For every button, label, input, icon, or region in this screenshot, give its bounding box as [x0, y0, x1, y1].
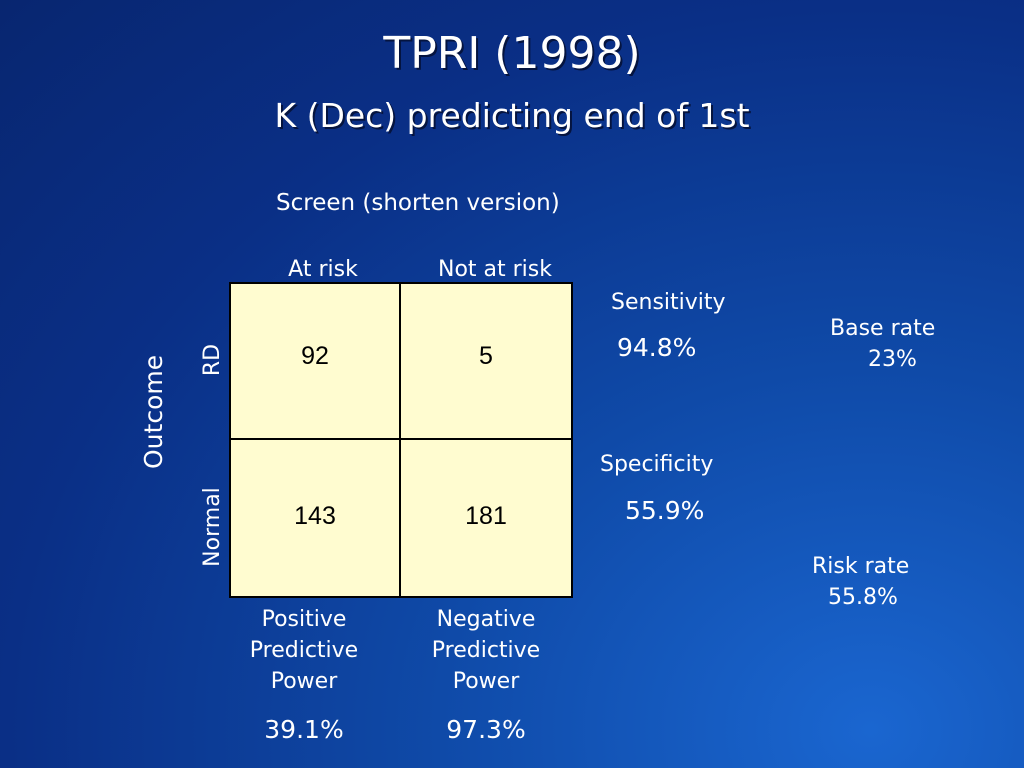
- specificity-value: 55.9%: [625, 496, 705, 525]
- cell-normal-at-risk: 143: [231, 440, 401, 596]
- ppp-value: 39.1%: [264, 715, 344, 744]
- ppp-label: Positive Predictive Power: [234, 604, 374, 697]
- npp-label-line-2: Predictive: [431, 638, 541, 663]
- npp-label-line-1: Negative: [436, 607, 536, 632]
- cell-rd-not-at-risk: 5: [401, 284, 571, 440]
- column-header-not-at-risk: Not at risk: [438, 257, 552, 282]
- ppp-label-line-2: Predictive: [249, 638, 359, 663]
- risk-rate-label: Risk rate: [812, 554, 910, 579]
- ppp-label-line-3: Power: [270, 669, 338, 694]
- ppp-label-line-1: Positive: [261, 607, 347, 632]
- npp-label-line-3: Power: [452, 669, 520, 694]
- specificity-label: Specificity: [600, 452, 714, 477]
- sensitivity-value: 94.8%: [617, 333, 697, 362]
- npp-label: Negative Predictive Power: [416, 604, 556, 697]
- contingency-table: 92 5 143 181: [229, 282, 573, 598]
- column-header-at-risk: At risk: [288, 257, 358, 282]
- row-label-normal: Normal: [200, 487, 225, 567]
- cell-rd-at-risk: 92: [231, 284, 401, 440]
- cell-normal-not-at-risk: 181: [465, 502, 507, 530]
- sensitivity-label: Sensitivity: [611, 290, 726, 315]
- row-label-rd: RD: [200, 343, 225, 377]
- npp-value: 97.3%: [446, 715, 526, 744]
- screen-label: Screen (shorten version): [276, 190, 560, 216]
- risk-rate-value: 55.8%: [828, 585, 898, 610]
- slide-title: TPRI (1998): [383, 28, 641, 79]
- slide-subtitle: K (Dec) predicting end of 1st: [274, 96, 750, 135]
- row-axis-outcome: Outcome: [139, 354, 168, 469]
- base-rate-value: 23%: [868, 347, 917, 372]
- base-rate-label: Base rate: [830, 316, 936, 341]
